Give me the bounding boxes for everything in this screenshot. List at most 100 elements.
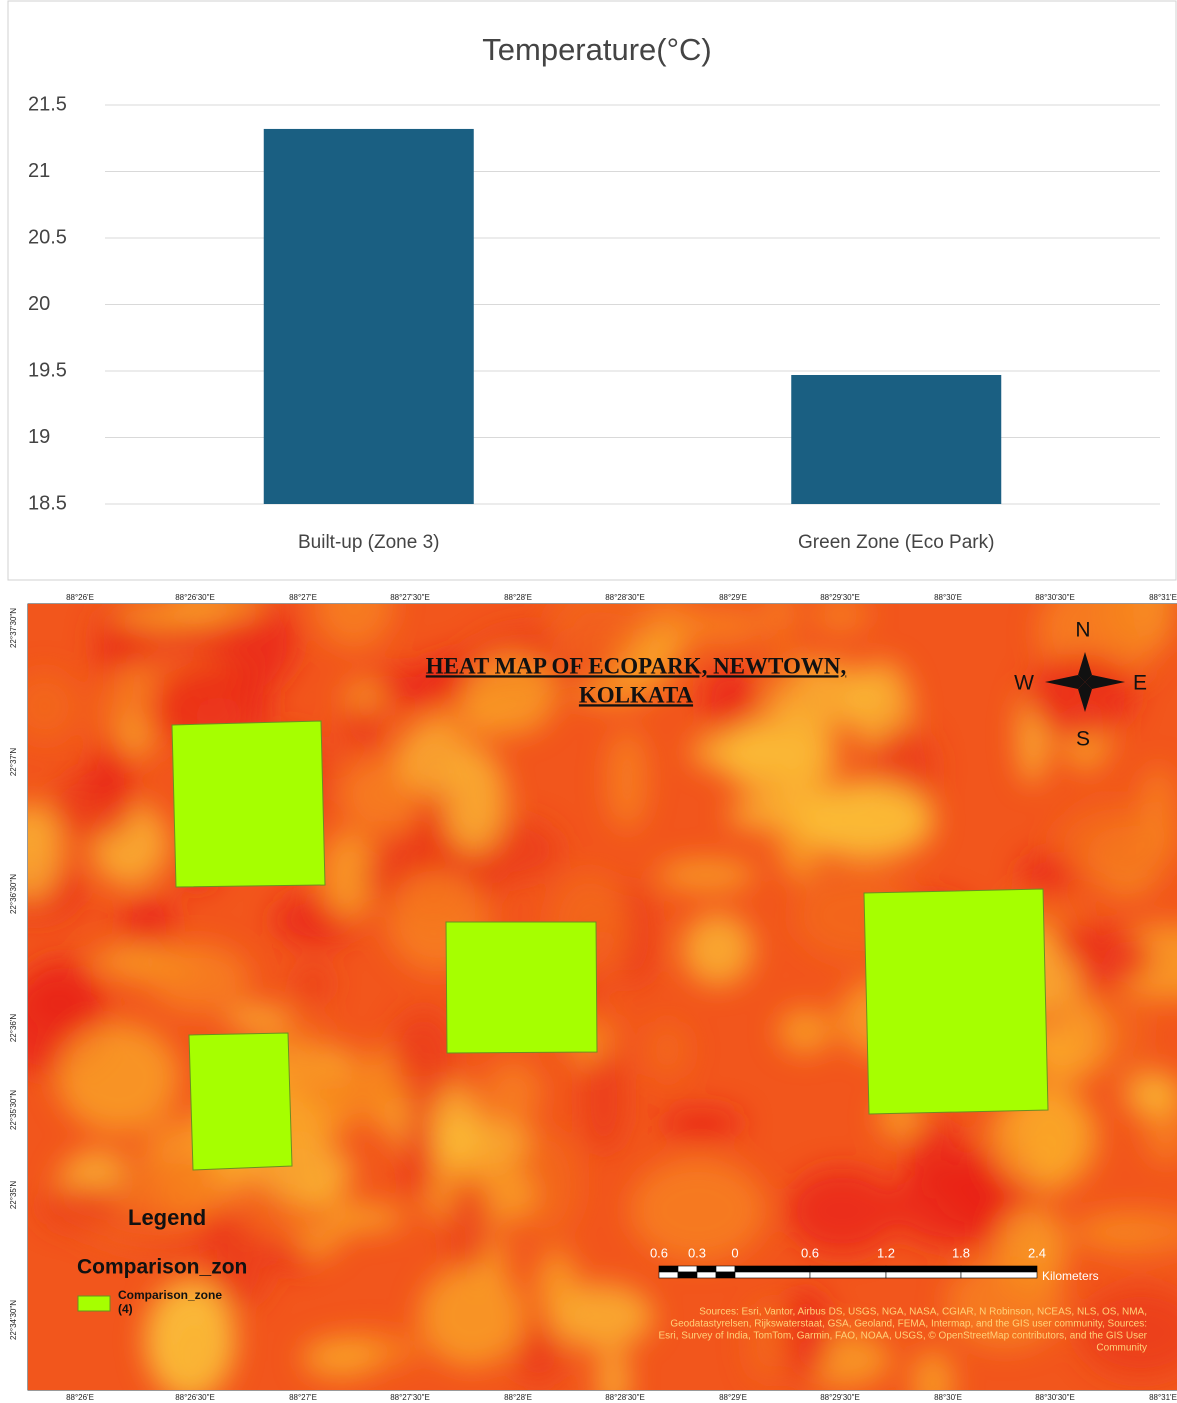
scale-segment xyxy=(716,1272,735,1278)
compass-n: N xyxy=(1075,619,1090,642)
scale-segment xyxy=(678,1266,697,1272)
heat-blob xyxy=(341,701,386,752)
scale-label: 2.4 xyxy=(1028,1245,1046,1260)
scale-segment xyxy=(716,1266,735,1272)
heat-blob xyxy=(419,1265,525,1367)
heat-blob xyxy=(581,1048,627,1154)
scale-segment xyxy=(735,1272,810,1278)
sources-text: Esri, Survey of India, TomTom, Garmin, F… xyxy=(659,1331,1148,1342)
heat-blob xyxy=(444,1178,493,1274)
heat-blob xyxy=(607,728,648,831)
heat-blob xyxy=(536,1250,578,1319)
longitude-label: 88°28'30"E xyxy=(605,593,645,602)
heat-blob xyxy=(792,786,931,853)
scale-segment xyxy=(697,1272,716,1278)
scale-unit: Kilometers xyxy=(1042,1269,1099,1283)
longitude-label: 88°27'30"E xyxy=(390,593,430,602)
zone xyxy=(189,1033,292,1170)
scale-label: 0.6 xyxy=(801,1245,819,1260)
heat-blob xyxy=(226,1006,291,1032)
longitude-label: 88°30'E xyxy=(934,1393,962,1402)
longitude-label: 88°26'30"E xyxy=(175,1393,215,1402)
heat-blob xyxy=(764,590,796,630)
scale-segment xyxy=(659,1266,678,1272)
heat-blob xyxy=(121,893,176,952)
latitude-label: 22°37'N xyxy=(9,748,18,777)
heat-blob xyxy=(728,799,798,830)
legend-item: Comparison_zone xyxy=(118,1288,222,1302)
longitude-label: 88°30'30"E xyxy=(1035,1393,1075,1402)
zone xyxy=(864,889,1048,1114)
scale-segment xyxy=(659,1272,678,1278)
y-tick-label: 21.5 xyxy=(28,93,67,115)
legend-swatch xyxy=(78,1296,110,1311)
longitude-label: 88°31'E xyxy=(1149,1393,1177,1402)
heat-blob xyxy=(682,913,753,986)
heat-blob xyxy=(660,1107,744,1139)
heat-blob xyxy=(1026,654,1134,739)
compass-s: S xyxy=(1076,728,1090,751)
scale-segment xyxy=(810,1272,886,1278)
latitude-label: 22°37'30"N xyxy=(9,608,18,648)
longitude-label: 88°29'E xyxy=(719,1393,747,1402)
scale-segment xyxy=(697,1266,716,1272)
heat-blob xyxy=(484,1061,542,1125)
longitude-label: 88°29'E xyxy=(719,593,747,602)
bar xyxy=(264,129,474,504)
scale-label: 1.2 xyxy=(877,1245,895,1260)
latitude-label: 22°36'30"N xyxy=(9,874,18,914)
scale-label: 0 xyxy=(731,1245,738,1260)
heat-blob xyxy=(57,1023,179,1133)
heat-blob xyxy=(646,1020,690,1079)
scale-segment xyxy=(961,1272,1037,1278)
map-title: KOLKATA xyxy=(579,682,694,707)
compass-e: E xyxy=(1133,672,1147,695)
zone xyxy=(172,721,325,887)
longitude-label: 88°27'30"E xyxy=(390,1393,430,1402)
map: HEAT MAP OF ECOPARK, NEWTOWN, KOLKATA N … xyxy=(0,559,1177,1403)
scale-label: 0.3 xyxy=(688,1245,706,1260)
heat-blob xyxy=(690,729,826,774)
longitude-label: 88°26'E xyxy=(66,593,94,602)
longitude-label: 88°30'E xyxy=(934,593,962,602)
longitude-label: 88°29'30"E xyxy=(820,593,860,602)
sources-text: Community xyxy=(1096,1343,1147,1354)
zone xyxy=(446,922,597,1053)
heat-blob xyxy=(670,608,767,644)
y-tick-label: 21 xyxy=(28,160,50,182)
y-tick-label: 20.5 xyxy=(28,226,67,248)
scale-segment xyxy=(810,1266,886,1272)
heat-blob xyxy=(148,943,250,1014)
longitude-label: 88°26'30"E xyxy=(175,593,215,602)
sources-text: Sources: Esri, Vantor, Airbus DS, USGS, … xyxy=(699,1307,1147,1318)
heat-blob xyxy=(890,1161,1008,1247)
scale-label: 1.8 xyxy=(952,1245,970,1260)
longitude-label: 88°28'30"E xyxy=(605,1393,645,1402)
heat-blob xyxy=(86,743,133,813)
heat-blob xyxy=(777,1008,833,1054)
heat-blob xyxy=(112,603,229,629)
heat-blob xyxy=(1100,574,1176,647)
map-title: HEAT MAP OF ECOPARK, NEWTOWN, xyxy=(426,653,846,678)
sources-text: Geodatastyrelsen, Rijkswaterstaat, GSA, … xyxy=(670,1319,1147,1330)
x-tick-label: Green Zone (Eco Park) xyxy=(798,532,994,553)
bar xyxy=(791,375,1001,504)
heat-blob xyxy=(403,1099,435,1203)
heat-blob xyxy=(1140,765,1176,860)
longitude-label: 88°28'E xyxy=(504,1393,532,1402)
longitude-label: 88°30'30"E xyxy=(1035,593,1075,602)
chart-title: Temperature(°C) xyxy=(482,32,711,67)
latitude-label: 22°35'N xyxy=(9,1181,18,1210)
scale-segment xyxy=(886,1272,961,1278)
scale-segment xyxy=(735,1266,810,1272)
heat-blob xyxy=(12,671,78,740)
scale-segment xyxy=(678,1272,697,1278)
y-tick-label: 18.5 xyxy=(28,492,67,514)
heat-blob xyxy=(787,1168,898,1254)
longitude-label: 88°26'E xyxy=(66,1393,94,1402)
longitude-label: 88°27'E xyxy=(289,1393,317,1402)
latitude-label: 22°35'30"N xyxy=(9,1090,18,1130)
heat-blob xyxy=(812,597,869,632)
y-tick-label: 20 xyxy=(28,293,50,315)
longitude-label: 88°29'30"E xyxy=(820,1393,860,1402)
